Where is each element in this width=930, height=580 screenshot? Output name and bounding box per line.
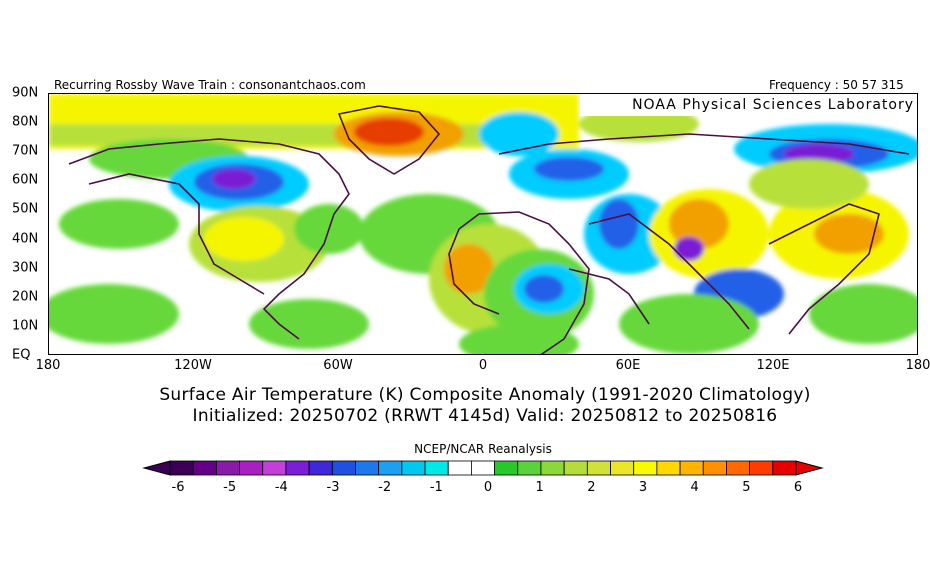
lon-label: 180 — [905, 358, 930, 373]
colorbar-swatch — [215, 460, 240, 476]
colorbar-swatch — [702, 460, 727, 476]
colorbar-swatch — [331, 460, 356, 476]
colorbar-tick-label: 5 — [742, 480, 751, 495]
colorbar-swatch — [262, 460, 287, 476]
colorbar-tick-label: 4 — [690, 480, 699, 495]
lat-label: EQ — [12, 347, 31, 363]
colorbar-arrow-left — [142, 460, 171, 476]
colorbar-swatch — [355, 460, 380, 476]
colorbar-swatch — [679, 460, 704, 476]
colorbar-swatch — [517, 460, 542, 476]
lon-label: 0 — [478, 358, 488, 373]
lat-label: 10N — [12, 318, 39, 334]
colorbar-tick-label: 2 — [587, 480, 596, 495]
colorbar-tick-label: -1 — [429, 480, 443, 495]
header-frequency-text: Frequency : 50 57 315 — [769, 78, 904, 92]
anomaly-map-graphic — [49, 94, 917, 354]
noaa-credit: NOAA Physical Sciences Laboratory — [580, 96, 916, 116]
plot-title-line1: Surface Air Temperature (K) Composite An… — [159, 385, 811, 405]
lon-label: 120W — [174, 358, 212, 373]
colorbar — [142, 460, 824, 476]
lon-label: 60E — [615, 358, 641, 373]
colorbar-arrow-right — [795, 460, 824, 476]
colorbar-swatch — [378, 460, 403, 476]
lat-label: 20N — [12, 289, 39, 305]
header-source-text: Recurring Rossby Wave Train : consonantc… — [54, 78, 366, 92]
lat-label: 50N — [12, 201, 39, 217]
colorbar-tick-label: -2 — [378, 480, 392, 495]
lon-label: 60W — [323, 358, 353, 373]
anomaly-map: NOAA Physical Sciences Laboratory — [48, 93, 918, 355]
colorbar-swatch — [772, 460, 797, 476]
anomaly-shading — [49, 94, 917, 354]
colorbar-tick-label: -3 — [326, 480, 340, 495]
colorbar-tick-label: 1 — [535, 480, 544, 495]
colorbar-swatch — [471, 460, 495, 476]
colorbar-swatch — [656, 460, 681, 476]
colorbar-tick-label: -6 — [171, 480, 185, 495]
colorbar-swatch — [424, 460, 449, 476]
colorbar-swatch — [401, 460, 426, 476]
colorbar-swatch — [749, 460, 774, 476]
coastlines — [68, 105, 910, 354]
colorbar-swatch — [726, 460, 751, 476]
colorbar-tick-label: -5 — [223, 480, 237, 495]
colorbar-swatch — [586, 460, 611, 476]
colorbar-swatch — [540, 460, 565, 476]
lat-label: 70N — [12, 143, 39, 159]
lon-label: 180 — [35, 358, 61, 373]
colorbar-tick-label: -4 — [274, 480, 288, 495]
lat-label: 40N — [12, 231, 39, 247]
colorbar-title: NCEP/NCAR Reanalysis — [414, 442, 552, 456]
colorbar-swatch — [308, 460, 333, 476]
colorbar-swatch — [447, 460, 472, 476]
colorbar-tick-label: 3 — [638, 480, 648, 495]
colorbar-tick-label: 0 — [483, 480, 493, 495]
lat-label: 90N — [12, 85, 39, 101]
lat-label: 80N — [12, 114, 39, 130]
colorbar-swatch — [633, 460, 658, 476]
colorbar-swatch — [169, 460, 194, 476]
colorbar-tick-label: 6 — [793, 480, 803, 495]
colorbar-swatch — [563, 460, 588, 476]
plot-title-line2: Initialized: 20250702 (RRWT 4145d) Valid… — [192, 406, 778, 426]
colorbar-swatch — [192, 460, 217, 476]
lat-label: 60N — [12, 172, 39, 188]
colorbar-swatch — [610, 460, 635, 476]
colorbar-swatch — [239, 460, 264, 476]
colorbar-swatch — [494, 460, 519, 476]
colorbar-swatch — [285, 460, 310, 476]
lat-label: 30N — [12, 260, 39, 276]
lon-label: 120E — [756, 358, 790, 373]
